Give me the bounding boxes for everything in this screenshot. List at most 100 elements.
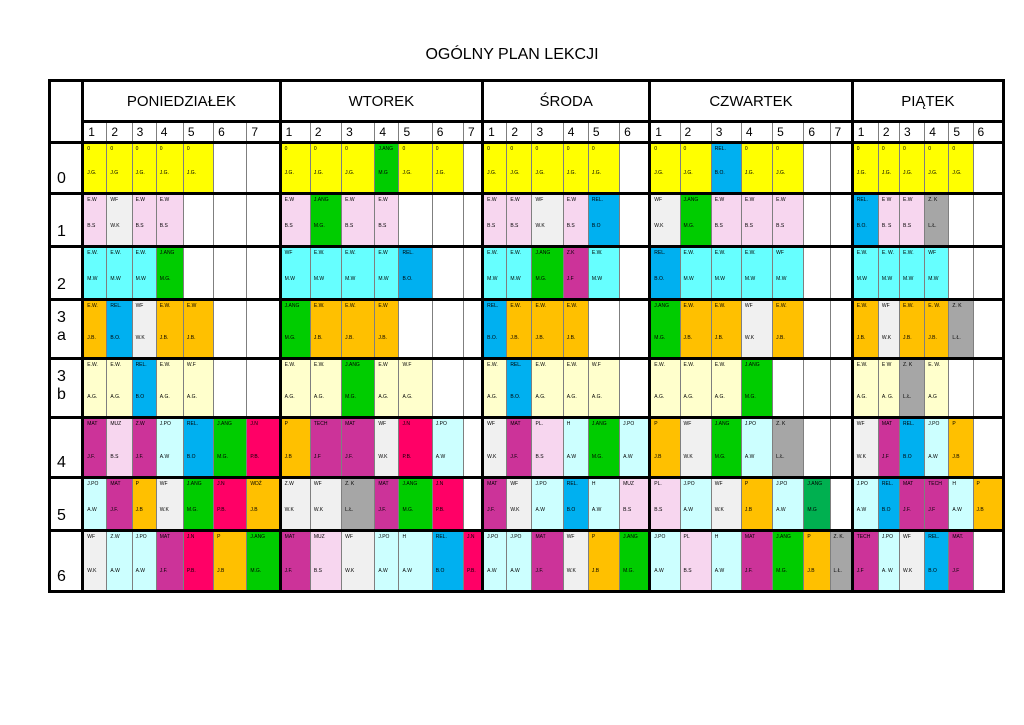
subject: H [714,534,719,540]
period-number: 6 [972,120,1006,144]
lesson: E W A. G. [879,362,898,415]
teacher: P.B. [217,507,226,513]
lesson: WF W.K [742,303,771,356]
subject: E. W. [928,303,941,309]
lesson: WF W.K [533,197,562,244]
lesson: WF W.K [86,534,106,589]
teacher: M.W [776,276,787,282]
teacher: A.W [435,454,446,460]
teacher: A.G. [683,394,694,400]
lesson: E.W. M.W [589,250,618,297]
subject: 0 [683,146,687,152]
lesson: E.W. J.B. [681,303,710,356]
teacher: W.K [378,454,388,460]
teacher: B. S [881,223,892,229]
subject: 0 [535,146,539,152]
lesson: WF W.K [376,421,398,475]
teacher: B.O. [510,394,521,400]
subject: MAT. [952,534,964,540]
lesson: E.W. J.B. [855,303,877,356]
subject: P [807,534,811,540]
empty-cell [246,141,282,195]
lesson-cell: Z.W J.F. [131,416,157,479]
lesson: E.W. M.W [108,250,131,297]
teacher: W.K [683,454,693,460]
lesson: WF W.K [343,534,374,589]
lesson-cell: WF W.K [506,476,533,532]
teacher: J.G. [856,170,866,176]
lesson-cell: J.PO A.W [374,529,400,593]
lesson-cell: E.W M.W [374,245,400,301]
lesson: 0 J.G. [950,146,972,191]
subject: E.W. [714,362,726,368]
lesson-cell: WF W.K [877,298,901,360]
lesson: 0 J.G. [283,146,309,191]
subject: MAT [159,534,170,540]
teacher: W.K [535,223,545,229]
subject: E.W. [714,303,726,309]
lesson: E.W. M.W [712,250,740,297]
subject: E.W. [159,303,171,309]
class-label: 1 [47,192,85,248]
teacher: B.O. [402,276,413,282]
lesson-cell: E.W B.S [81,192,108,248]
teacher: B.O [566,507,576,513]
teacher: B.O [903,454,912,460]
subject: J.ANG [250,534,266,540]
period-number: 3 [131,120,157,144]
empty-cell [213,141,248,195]
lesson-cell: E.W B.S [710,192,742,248]
lesson: Z. K L.Ł. [774,421,803,475]
teacher: J.G. [683,170,693,176]
lesson: E.W B.S [86,197,106,244]
subject: H [402,534,407,540]
teacher: M.G. [776,568,787,574]
lesson-cell: REL. B.O. [850,192,879,248]
teacher: J.B [284,454,292,460]
teacher: J.F [856,568,864,574]
lesson-cell: J.N P.B. [246,416,282,479]
subject: E.W [135,197,146,203]
lesson: E.W. M.W [855,250,877,297]
lesson: REL. B.O [564,481,587,528]
lesson-cell: REL. B.O. [398,245,433,301]
subject: TECH [856,534,871,540]
period-number: 2 [679,120,712,144]
teacher: J.G. [591,170,602,176]
subject: E.W [903,197,913,203]
teacher: B.S [623,507,632,513]
subject: E.W. [591,250,603,256]
teacher: A.G. [856,394,867,400]
lesson-cell: J.N P.B. [431,476,464,532]
lesson-cell: E.W. J.B. [710,298,742,360]
teacher: A.W [714,568,725,574]
lesson: E.W. A.G. [86,362,106,415]
lesson: E.W J.B. [376,303,398,356]
empty-cell [246,357,282,419]
empty-cell [462,245,485,301]
lesson: 0 J.G. [508,146,531,191]
empty-cell [803,245,831,301]
class-row: 6 WF W.K Z.W A.W J.PO A.W MAT J.F. J.N P.B. P J.B J.A… [47,529,1006,593]
empty-cell [619,192,652,248]
teacher: W.K [313,507,324,513]
lesson-cell: WF W.K [374,416,400,479]
lesson: J.PO A.W [376,534,398,589]
subject: WF [510,481,519,487]
lesson: H A.W [400,534,431,589]
lesson-cell: E.W. A.G. [850,357,879,419]
lesson-cell: REL. B.O [899,416,926,479]
empty-cell [246,192,282,248]
lesson: E.W. M.W [508,250,531,297]
empty-cell [431,298,464,360]
lesson: REL. B.O. [653,250,679,297]
lesson: E.W B.S [376,197,398,244]
teacher: J.G. [654,170,664,176]
subject: 0 [566,146,570,152]
teacher: J.F. [378,507,387,513]
lesson-cell: J.PO A.W [850,476,879,532]
lesson-cell: J.PO A. W [877,529,901,593]
teacher: M.W [487,276,498,282]
teacher: J.G [110,170,119,176]
lesson-cell: 0 J.G. [531,141,564,195]
